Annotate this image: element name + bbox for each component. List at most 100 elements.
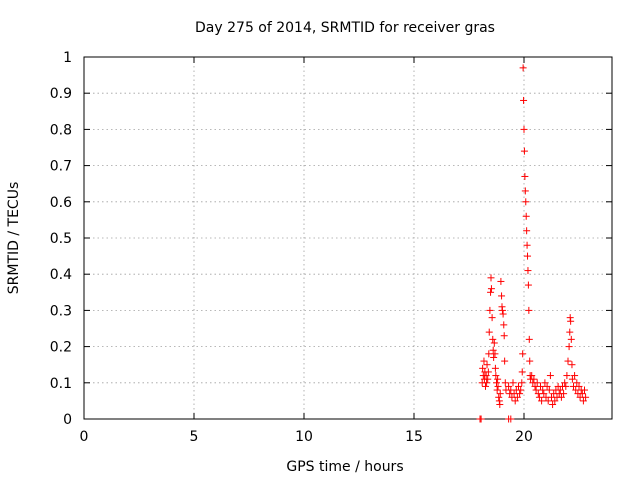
data-point [485, 328, 493, 336]
x-tick-label: 20 [515, 429, 533, 445]
data-point [500, 332, 508, 340]
data-point [524, 267, 532, 275]
data-point [526, 357, 534, 365]
data-point [563, 372, 571, 380]
data-point [491, 364, 499, 372]
y-tick-label: 0.1 [50, 376, 72, 392]
data-point [487, 285, 495, 293]
data-point [513, 393, 521, 401]
data-point [500, 321, 508, 329]
data-point [511, 397, 519, 405]
data-point [491, 350, 499, 358]
data-point [483, 379, 491, 387]
data-point [546, 372, 554, 380]
data-point [537, 382, 544, 390]
data-point [539, 386, 547, 394]
data-point [488, 314, 496, 322]
data-point [516, 390, 524, 398]
data-point [486, 306, 494, 314]
data-points [476, 64, 590, 423]
data-point [518, 368, 526, 376]
data-point [530, 375, 538, 383]
data-point [565, 343, 573, 351]
x-tick-label: 5 [190, 429, 199, 445]
data-point [490, 339, 498, 347]
data-point [582, 393, 590, 401]
chart-title: Day 275 of 2014, SRMTID for receiver gra… [195, 20, 495, 36]
data-point [487, 288, 495, 296]
data-point [567, 335, 575, 343]
data-point [496, 390, 504, 398]
data-point [498, 306, 506, 314]
data-point [515, 382, 522, 390]
x-tick-label: 15 [405, 429, 423, 445]
data-point [538, 397, 546, 405]
data-point [521, 172, 529, 180]
y-tick-label: 1 [63, 50, 72, 66]
data-point [561, 379, 569, 387]
data-point [497, 277, 505, 285]
data-point [493, 379, 500, 387]
data-point [571, 372, 579, 380]
data-point [519, 64, 527, 72]
data-point [501, 379, 509, 387]
x-axis-label: GPS time / hours [286, 459, 403, 475]
data-point [575, 382, 583, 390]
data-point [545, 386, 553, 394]
data-point [568, 375, 576, 383]
data-point [522, 212, 530, 220]
data-point [551, 397, 559, 405]
data-point [549, 401, 557, 409]
data-point [540, 390, 548, 398]
data-point [483, 361, 491, 369]
data-point [535, 393, 543, 401]
y-tick-label: 0.5 [50, 231, 72, 247]
data-point [543, 382, 551, 390]
data-point [579, 397, 587, 405]
data-point [484, 368, 492, 376]
data-point [498, 292, 506, 300]
data-point [521, 187, 529, 195]
plot-frame [83, 56, 613, 420]
data-point [520, 147, 528, 155]
data-point [484, 375, 492, 383]
data-point [528, 372, 536, 380]
data-point [477, 415, 485, 423]
y-tick-label: 0.4 [50, 267, 72, 283]
data-point [519, 350, 527, 358]
data-point [499, 310, 507, 318]
data-point [496, 401, 504, 409]
data-point [482, 372, 490, 380]
ticks-layer: 00.10.20.30.40.50.60.70.80.910 5 10 15 20 [50, 50, 612, 445]
data-point [544, 397, 552, 405]
y-tick-label: 0.2 [50, 340, 72, 356]
y-tick-label: 0.7 [50, 159, 72, 175]
data-point [523, 241, 531, 249]
data-point [494, 375, 502, 383]
data-point [501, 357, 509, 365]
data-point [556, 386, 564, 394]
y-tick-label: 0.3 [50, 303, 72, 319]
grid-layer [84, 57, 612, 419]
data-point [525, 335, 533, 343]
data-point [489, 335, 497, 343]
data-point [532, 386, 540, 394]
data-point [557, 393, 565, 401]
data-point [522, 198, 530, 206]
data-point [480, 357, 488, 365]
data-point [505, 382, 513, 390]
data-point [568, 361, 576, 369]
y-tick-label: 0.9 [50, 86, 72, 102]
x-tick-label: 0 [80, 429, 89, 445]
data-point [493, 386, 501, 394]
data-point [578, 390, 586, 398]
data-point [482, 382, 489, 390]
data-point [525, 306, 533, 314]
data-point [489, 346, 497, 354]
data-point [518, 379, 526, 387]
y-tick-label: 0 [63, 412, 72, 428]
data-point [523, 227, 531, 235]
data-point [517, 386, 525, 394]
y-tick-label: 0.8 [50, 122, 72, 138]
